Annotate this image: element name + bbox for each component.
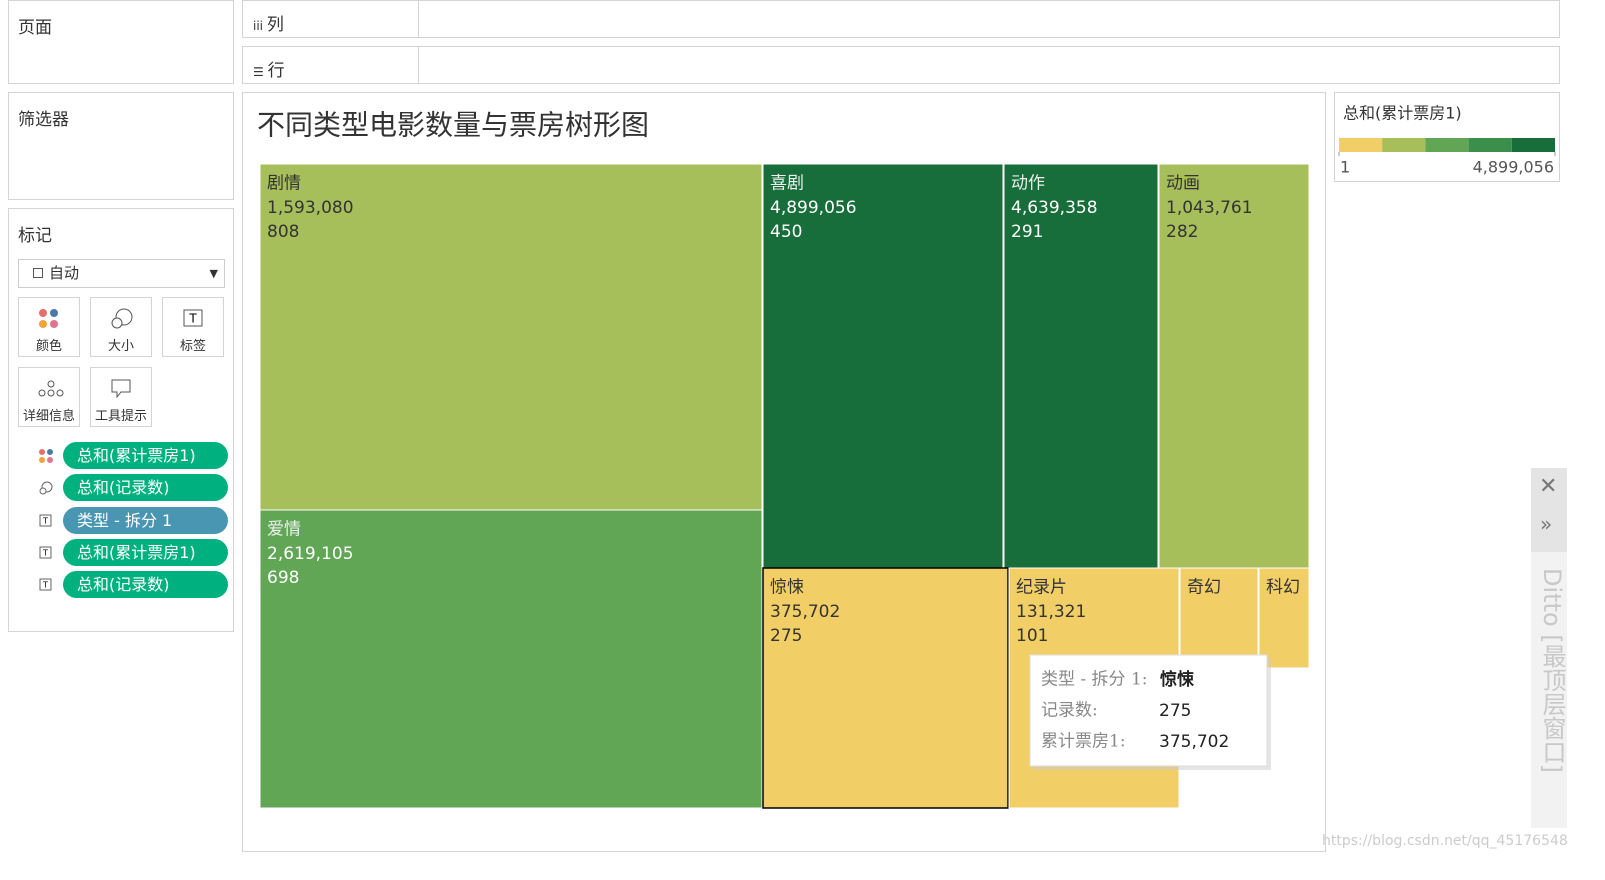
svg-text:T: T xyxy=(42,581,48,590)
button-label: 工具提示 xyxy=(94,409,147,424)
marks-card: 标记 自动 ▼ 颜色 大小 T 标签 详细信息 工具提示 总和(累计票房1) 总和… xyxy=(8,208,234,632)
button-label: 详细信息 xyxy=(22,409,75,424)
svg-text:T: T xyxy=(42,517,48,526)
ditto-toolbar[interactable]: ✕» xyxy=(1531,468,1567,552)
button-label: 颜色 xyxy=(35,339,62,354)
svg-text:T: T xyxy=(42,549,48,558)
mark-type-dropdown[interactable]: 自动 ▼ xyxy=(18,259,225,288)
columns-shelf[interactable]: iii 列 xyxy=(242,0,1560,38)
label: 标记 xyxy=(18,226,52,246)
color-button[interactable]: 颜色 xyxy=(18,297,80,357)
label: 页面 xyxy=(18,18,52,38)
ditto-title: Ditto [最顶层窗口] xyxy=(1538,568,1566,774)
label: ☰ 行 xyxy=(253,61,285,81)
label-button[interactable]: T 标签 xyxy=(162,297,224,357)
svg-text:T: T xyxy=(188,312,197,326)
label-icon: T xyxy=(39,578,52,591)
ditto-panel: Ditto [最顶层窗口] xyxy=(1531,552,1567,828)
button-label: 标签 xyxy=(179,339,206,354)
pill[interactable]: 总和(记录数) xyxy=(63,571,228,598)
pill[interactable]: 总和(累计票房1) xyxy=(63,442,228,469)
rows-shelf[interactable]: ☰ 行 xyxy=(242,46,1560,84)
filters-card: 筛选器 xyxy=(8,92,234,200)
label-icon: T xyxy=(39,546,52,559)
mark-type: 自动 xyxy=(49,264,80,282)
label-icon: T xyxy=(39,514,52,527)
size-icon xyxy=(39,481,53,495)
color-icon xyxy=(39,449,53,463)
pages-card: 页面 xyxy=(8,0,234,84)
chart-pane xyxy=(242,92,1326,852)
detail-button[interactable]: 详细信息 xyxy=(18,367,80,427)
pill[interactable]: 总和(累计票房1) xyxy=(63,539,228,566)
pill[interactable]: 总和(记录数) xyxy=(63,474,228,501)
button-label: 大小 xyxy=(107,339,134,354)
label: 筛选器 xyxy=(18,110,69,130)
pill[interactable]: 类型 - 拆分 1 xyxy=(63,507,228,534)
tooltip-button[interactable]: 工具提示 xyxy=(90,367,152,427)
label-text: 列 xyxy=(266,15,284,35)
size-button[interactable]: 大小 xyxy=(90,297,152,357)
legend-card xyxy=(1334,92,1560,182)
watermark: https://blog.csdn.net/qq_45176548 xyxy=(1322,833,1568,849)
label: iii 列 xyxy=(253,15,284,35)
label-text: 行 xyxy=(267,61,285,81)
